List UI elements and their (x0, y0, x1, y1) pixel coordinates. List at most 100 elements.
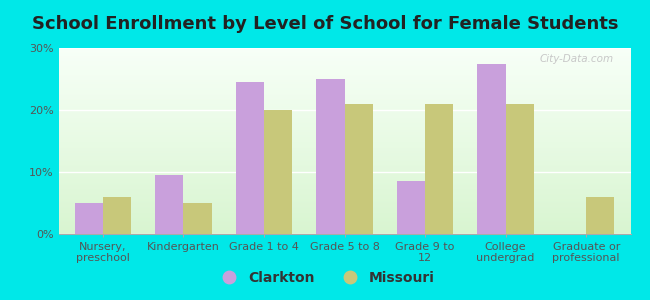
Bar (58, 131, 630, 132)
Bar (58, 156, 630, 157)
Bar (58, 51, 630, 52)
Bar (58, 180, 630, 181)
Bar (58, 205, 630, 206)
Bar (58, 184, 630, 185)
Bar (58, 138, 630, 139)
Bar (58, 110, 630, 111)
Bar (58, 159, 630, 160)
Bar (58, 163, 630, 164)
Bar (58, 112, 630, 113)
Text: School Enrollment by Level of School for Female Students: School Enrollment by Level of School for… (32, 15, 618, 33)
Bar (58, 195, 630, 196)
Bar (58, 114, 630, 115)
Bar (58, 196, 630, 197)
Bar (58, 122, 630, 123)
Bar (58, 97, 630, 98)
Bar (58, 167, 630, 168)
Bar (58, 223, 630, 224)
Bar (58, 203, 630, 204)
Bar (58, 127, 630, 128)
Bar (58, 113, 630, 114)
Bar (58, 212, 630, 213)
Bar (58, 107, 630, 108)
Bar (58, 133, 630, 134)
Bar (58, 134, 630, 135)
Bar (58, 79, 630, 80)
Bar (58, 64, 630, 65)
Bar (58, 153, 630, 154)
Bar (236, 82, 264, 234)
Bar (58, 119, 630, 120)
Bar (58, 147, 630, 148)
Bar (58, 69, 630, 70)
Bar (58, 199, 630, 200)
Bar (58, 183, 630, 184)
Bar (58, 150, 630, 151)
Bar (58, 67, 630, 68)
Bar (58, 166, 630, 167)
Bar (58, 137, 630, 138)
Bar (58, 87, 630, 88)
Bar (58, 101, 630, 102)
Bar (58, 141, 630, 142)
Bar (58, 135, 630, 136)
Bar (58, 204, 630, 205)
Bar (58, 169, 630, 170)
Bar (58, 173, 630, 175)
Bar (58, 190, 630, 191)
Bar (425, 104, 453, 234)
Bar (58, 231, 630, 232)
Bar (58, 142, 630, 143)
Bar (58, 120, 630, 121)
Bar (58, 214, 630, 215)
Bar (58, 65, 630, 66)
Bar (58, 187, 630, 188)
Bar (58, 93, 630, 94)
Bar (58, 143, 630, 144)
Bar (58, 200, 630, 202)
Bar (58, 98, 630, 99)
Bar (58, 99, 630, 100)
Bar (58, 61, 630, 62)
Bar (58, 170, 630, 171)
Bar (58, 197, 630, 198)
Bar (58, 54, 630, 55)
Bar (58, 53, 630, 54)
Bar (58, 129, 630, 130)
Bar (58, 76, 630, 77)
Bar (58, 160, 630, 161)
Bar (58, 144, 630, 145)
Bar (58, 151, 630, 152)
Bar (75, 203, 103, 234)
Bar (58, 202, 630, 203)
Bar (58, 148, 630, 149)
Bar (58, 89, 630, 90)
Bar (58, 118, 630, 119)
Bar (58, 106, 630, 107)
Text: City-Data.com: City-Data.com (540, 54, 614, 64)
Bar (58, 139, 630, 140)
Bar (58, 109, 630, 110)
Bar (58, 58, 630, 59)
Bar (58, 130, 630, 131)
Bar (397, 181, 425, 234)
Bar (58, 175, 630, 176)
Bar (58, 225, 630, 226)
Bar (58, 202, 630, 203)
Bar (58, 105, 630, 106)
Bar (58, 50, 630, 51)
Bar (58, 145, 630, 146)
Bar (58, 189, 630, 190)
Bar (58, 82, 630, 83)
Bar (58, 73, 630, 74)
Bar (58, 193, 630, 194)
Bar (58, 75, 630, 76)
Bar (58, 60, 630, 61)
Bar (58, 172, 630, 173)
Bar (58, 182, 630, 183)
Bar (58, 181, 630, 182)
Bar (58, 228, 630, 229)
Bar (58, 222, 630, 223)
Bar (58, 213, 630, 214)
Bar (58, 162, 630, 163)
